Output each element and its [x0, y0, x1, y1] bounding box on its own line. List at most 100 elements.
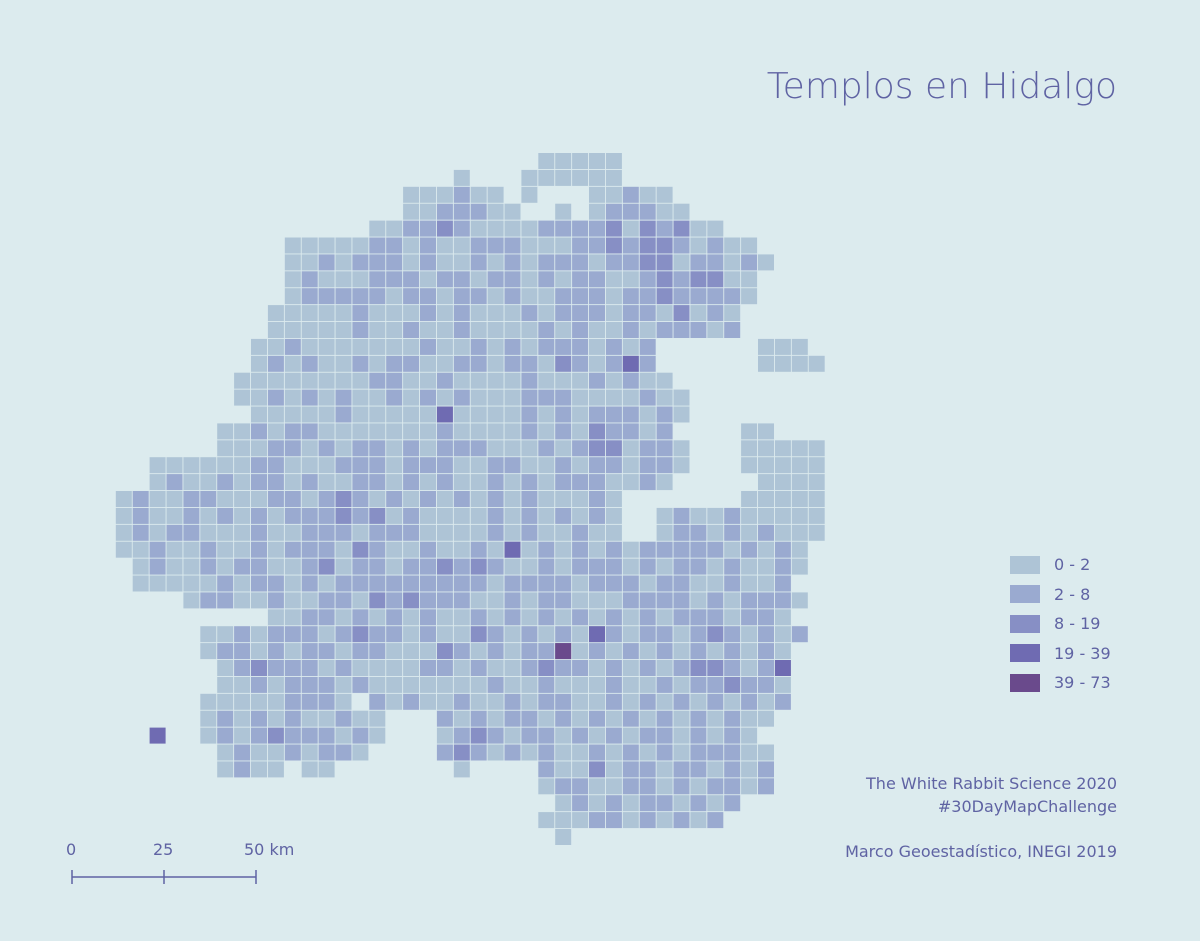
- map-cell: [453, 271, 470, 288]
- map-cell: [200, 457, 217, 474]
- map-cell: [267, 491, 284, 507]
- map-cell: [487, 693, 504, 710]
- map-cell: [538, 271, 555, 288]
- map-cell: [386, 643, 403, 660]
- map-cell: [724, 778, 741, 795]
- map-cell: [352, 288, 369, 305]
- map-cell: [234, 541, 251, 558]
- map-cell: [673, 457, 690, 474]
- map-cell: [369, 406, 386, 423]
- map-cell: [758, 457, 774, 474]
- legend-item: 8 - 19: [1010, 609, 1111, 639]
- map-cell: [589, 406, 605, 423]
- map-cell: [589, 795, 605, 812]
- map-cell: [369, 474, 386, 491]
- map-cell: [572, 338, 589, 355]
- map-cell: [284, 643, 301, 660]
- map-cell: [605, 186, 622, 203]
- map-cell: [267, 372, 284, 389]
- map-cell: [217, 761, 234, 778]
- map-cell: [234, 423, 251, 440]
- map-cell: [132, 575, 149, 592]
- map-cell: [487, 710, 504, 727]
- map-cell: [555, 778, 572, 795]
- map-cell: [758, 507, 774, 524]
- map-cell: [369, 727, 386, 744]
- map-cell: [673, 761, 690, 778]
- map-cell: [521, 169, 538, 186]
- map-cell: [555, 761, 572, 778]
- map-cell: [622, 609, 639, 626]
- map-cell: [251, 592, 267, 609]
- map-cell: [284, 676, 301, 693]
- map-cell: [656, 558, 673, 575]
- map-cell: [335, 457, 352, 474]
- map-cell: [589, 609, 605, 626]
- map-cell: [622, 474, 639, 491]
- map-cell: [183, 524, 200, 541]
- map-cell: [673, 727, 690, 744]
- map-cell: [758, 474, 774, 491]
- map-cell: [622, 288, 639, 305]
- map-cell: [504, 626, 521, 643]
- map-cell: [656, 592, 673, 609]
- map-cell: [369, 507, 386, 524]
- map-cell: [690, 220, 707, 237]
- map-cell: [656, 609, 673, 626]
- map-cell: [538, 710, 555, 727]
- map-cell: [504, 643, 521, 660]
- map-cell: [436, 491, 453, 507]
- map-cell: [369, 558, 386, 575]
- map-cell: [622, 338, 639, 355]
- map-cell: [504, 660, 521, 676]
- map-cell: [487, 558, 504, 575]
- map-cell: [115, 507, 132, 524]
- map-cell: [335, 727, 352, 744]
- map-cell: [453, 203, 470, 220]
- map-cell: [420, 524, 436, 541]
- map-cell: [656, 507, 673, 524]
- map-cell: [673, 676, 690, 693]
- map-cell: [656, 457, 673, 474]
- map-cell: [589, 186, 605, 203]
- map-cell: [521, 558, 538, 575]
- map-cell: [403, 491, 420, 507]
- map-cell: [284, 558, 301, 575]
- map-cell: [690, 322, 707, 338]
- map-cell: [335, 592, 352, 609]
- scale-label-25: 25: [153, 840, 174, 859]
- map-cell: [453, 169, 470, 186]
- map-cell: [656, 440, 673, 457]
- map-cell: [605, 812, 622, 829]
- map-cell: [741, 440, 758, 457]
- map-cell: [453, 406, 470, 423]
- map-cell: [504, 676, 521, 693]
- map-cell: [589, 778, 605, 795]
- map-cell: [639, 305, 656, 322]
- map-cell: [470, 643, 487, 660]
- map-cell: [724, 592, 741, 609]
- map-cell: [183, 575, 200, 592]
- map-cell: [335, 575, 352, 592]
- map-cell: [521, 541, 538, 558]
- map-cell: [538, 693, 555, 710]
- map-cell: [284, 288, 301, 305]
- map-cell: [284, 660, 301, 676]
- map-cell: [605, 169, 622, 186]
- map-cell: [487, 254, 504, 271]
- map-cell: [369, 271, 386, 288]
- map-cell: [234, 710, 251, 727]
- map-cell: [622, 761, 639, 778]
- map-cell: [521, 305, 538, 322]
- map-cell: [335, 507, 352, 524]
- map-cell: [656, 727, 673, 744]
- map-cell: [555, 457, 572, 474]
- map-cell: [572, 474, 589, 491]
- map-cell: [622, 812, 639, 829]
- map-cell: [369, 575, 386, 592]
- map-cell: [403, 389, 420, 406]
- map-cell: [808, 474, 825, 491]
- map-cell: [267, 440, 284, 457]
- map-cell: [251, 372, 267, 389]
- map-cell: [808, 524, 825, 541]
